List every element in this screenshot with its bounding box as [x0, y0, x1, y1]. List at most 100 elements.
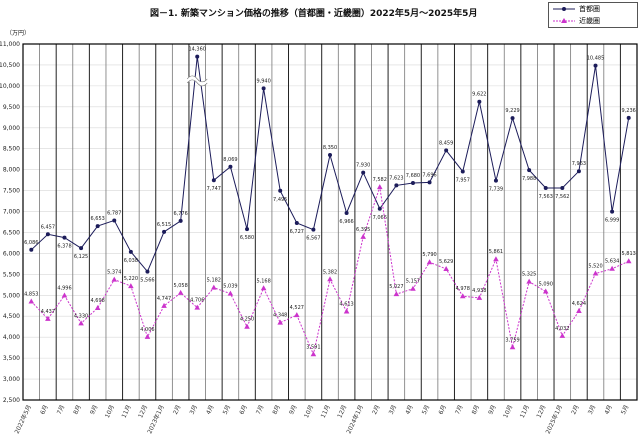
data-label: 4,032: [555, 326, 569, 332]
data-point: [393, 291, 400, 297]
data-label: 6,038: [124, 258, 138, 264]
data-label: 8,459: [439, 140, 453, 146]
data-point: [527, 168, 532, 173]
data-label: 3,591: [306, 344, 320, 350]
data-label: 6,580: [240, 235, 254, 241]
x-tick-label: 3月: [388, 404, 398, 416]
data-point: [361, 170, 366, 175]
data-label: 6,999: [605, 218, 619, 224]
data-label: 4,613: [339, 302, 353, 308]
data-label: 5,090: [539, 282, 553, 288]
x-tick-label: 2月: [172, 404, 182, 416]
x-tick-label: 12月: [535, 404, 547, 419]
data-point: [178, 218, 183, 223]
y-tick-label: 4,500: [3, 313, 20, 320]
data-label: 4,996: [57, 285, 71, 291]
x-tick-label: 11月: [121, 404, 133, 419]
data-point: [162, 229, 167, 234]
y-tick-label: 4,000: [3, 334, 20, 341]
data-point: [278, 188, 283, 193]
data-point: [510, 116, 515, 121]
data-point: [526, 278, 532, 284]
y-tick-label: 10,500: [0, 62, 20, 69]
data-label: 9,622: [472, 92, 486, 98]
data-label: 5,027: [389, 284, 403, 290]
data-point: [294, 312, 300, 318]
x-tick-label: 10月: [104, 404, 116, 419]
data-point: [211, 178, 216, 183]
data-label: 5,520: [588, 264, 602, 270]
data-label: 9,940: [256, 78, 270, 84]
data-point: [194, 304, 201, 310]
legend-marker-triangle-icon: [553, 18, 575, 23]
data-label: 4,978: [456, 286, 470, 292]
data-point: [29, 247, 34, 252]
x-tick-label: 3月: [587, 404, 597, 416]
data-label: 4,853: [24, 291, 38, 297]
plot-border: [22, 43, 638, 401]
series-line-capital: [30, 56, 630, 273]
data-point: [211, 284, 217, 290]
data-point: [161, 302, 167, 308]
y-tick-label: 2,500: [3, 397, 20, 404]
data-label: 5,168: [256, 278, 270, 284]
data-point: [78, 320, 84, 326]
data-point: [609, 265, 615, 271]
x-tick-label: 5月: [421, 404, 431, 416]
data-label: 6,776: [173, 211, 187, 217]
data-label: 6,395: [356, 227, 370, 233]
data-point: [576, 169, 581, 174]
data-label: 7,696: [422, 172, 436, 178]
data-point: [427, 180, 432, 185]
data-label: 5,058: [173, 283, 187, 289]
y-axis-unit: （万円）: [6, 30, 31, 37]
data-point: [376, 184, 383, 190]
data-label: 4,938: [472, 288, 486, 294]
x-tick-label: 7月: [56, 404, 66, 416]
y-tick-label: 7,500: [3, 188, 20, 195]
data-label: 10,485: [587, 56, 605, 62]
data-point: [444, 148, 449, 153]
data-label: 5,220: [124, 276, 138, 282]
x-tick-label: 11月: [320, 404, 332, 419]
data-label: 6,727: [290, 229, 304, 235]
legend-item-capital: 首都圏: [549, 3, 637, 15]
data-point: [227, 290, 234, 296]
data-label: 8,069: [223, 157, 237, 163]
x-tick-label: 7月: [454, 404, 464, 416]
data-label: 9,236: [622, 108, 636, 114]
data-point: [128, 283, 134, 289]
y-tick-label: 8,500: [3, 146, 20, 153]
data-label: 7,680: [406, 173, 420, 179]
data-point: [394, 183, 399, 188]
data-label: 7,495: [273, 197, 287, 203]
data-point: [542, 288, 549, 294]
data-point: [177, 289, 184, 295]
x-tick-label: 4月: [603, 404, 613, 416]
x-tick-label: 7月: [255, 404, 265, 416]
data-label: 5,634: [605, 259, 619, 265]
y-tick-label: 5,000: [3, 292, 20, 299]
legend-label: 首都圏: [579, 5, 600, 13]
data-label: 7,562: [555, 194, 569, 200]
x-tick-label: 10月: [303, 404, 315, 419]
data-point: [328, 152, 332, 157]
data-point: [625, 258, 632, 264]
axis-break-icon: [187, 75, 208, 87]
x-tick-label: 3月: [189, 404, 199, 416]
x-tick-label: 6月: [437, 404, 447, 416]
data-label: 7,739: [489, 187, 503, 193]
data-label: 4,250: [240, 317, 254, 323]
data-point: [493, 256, 499, 262]
data-point: [593, 63, 598, 68]
y-tick-label: 10,000: [0, 83, 20, 90]
data-label: 4,706: [190, 298, 204, 304]
data-label: 4,624: [572, 301, 586, 307]
data-point: [79, 246, 84, 251]
data-label: 7,623: [389, 175, 403, 181]
data-point: [343, 308, 350, 314]
data-label: 7,963: [572, 161, 586, 167]
data-point: [592, 270, 599, 276]
data-point: [360, 233, 366, 239]
